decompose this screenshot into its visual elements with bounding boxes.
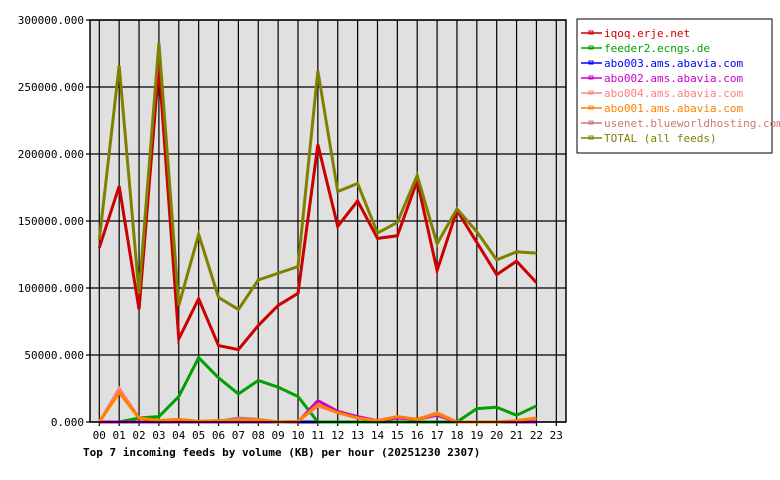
x-tick-label: 13 [351,429,364,442]
x-tick-label: 17 [430,429,443,442]
legend-label: abo001.ams.abavia.com [604,102,743,115]
y-tick-label: 250000.000 [18,81,84,94]
y-tick-label: 300000.000 [18,14,84,27]
legend-marker [588,135,594,140]
series-line-0 [97,65,538,352]
x-tick-label: 11 [311,429,324,442]
x-tick-label: 04 [172,429,186,442]
legend-marker [588,30,594,35]
legend [576,18,773,154]
x-tick-label: 20 [490,429,503,442]
legend-label: abo004.ams.abavia.com [604,87,743,100]
legend-label: abo003.ams.abavia.com [604,57,743,70]
x-tick-label: 14 [371,429,385,442]
x-tick-label: 07 [232,429,245,442]
x-tick-label: 09 [272,429,285,442]
legend-marker [588,75,594,80]
x-tick-label: 02 [132,429,145,442]
x-tick-label: 16 [411,429,424,442]
x-tick-label: 18 [450,429,463,442]
x-tick-label: 03 [152,429,165,442]
legend-marker [588,60,594,65]
x-tick-label: 01 [113,429,126,442]
x-tick-label: 22 [530,429,543,442]
plot-border [89,19,567,423]
x-tick-label: 12 [331,429,344,442]
y-tick-label: 100000.000 [18,282,84,295]
x-tick-label: 10 [291,429,304,442]
legend-marker [588,45,594,50]
chart-title: Top 7 incoming feeds by volume (KB) per … [83,446,480,459]
y-tick-label: 50000.000 [24,349,84,362]
legend-label: feeder2.ecngs.de [604,42,710,55]
legend-marker [588,105,594,110]
legend-marker [588,90,594,95]
x-tick-label: 06 [212,429,225,442]
y-tick-label: 150000.000 [18,215,84,228]
x-tick-label: 19 [470,429,483,442]
x-tick-label: 21 [510,429,523,442]
legend-marker [588,120,594,125]
x-tick-label: 23 [550,429,563,442]
x-tick-label: 15 [391,429,404,442]
legend-label: abo002.ams.abavia.com [604,72,743,85]
legend-label: iqoq.erje.net [604,27,690,40]
x-tick-label: 08 [252,429,265,442]
x-tick-label: 00 [93,429,106,442]
x-tick-label: 05 [192,429,205,442]
legend-label: usenet.blueworldhosting.com [604,117,780,130]
y-tick-label: 0.000 [51,416,84,429]
series-line-7 [97,42,537,312]
y-tick-label: 200000.000 [18,148,84,161]
legend-label: TOTAL (all feeds) [604,132,717,145]
